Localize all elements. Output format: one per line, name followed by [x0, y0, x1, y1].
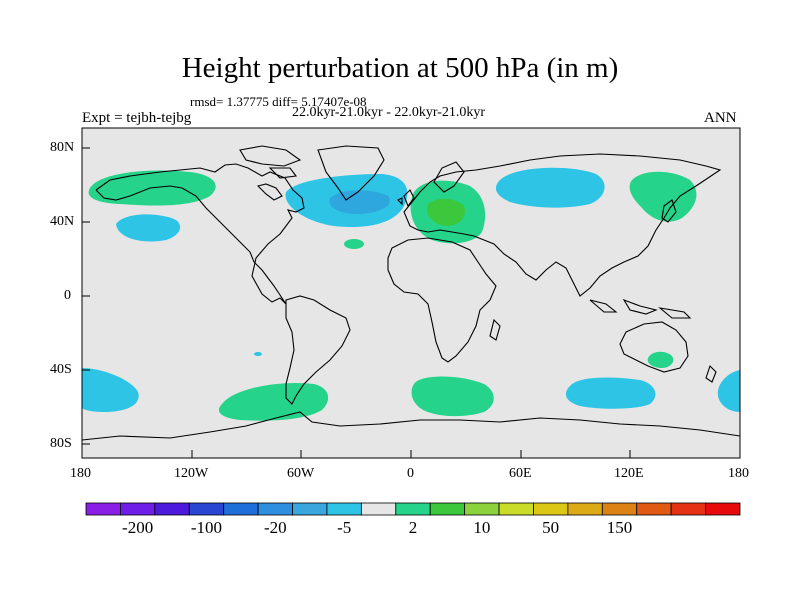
- anomaly-satl-green: [411, 376, 494, 417]
- coast-south-america: [285, 295, 351, 405]
- coast-eurasia: [403, 153, 722, 297]
- colorbar-swatch: [395, 502, 431, 516]
- anomaly-spac-blue: [82, 368, 139, 412]
- lon-label-180e: 180: [728, 466, 749, 481]
- anomaly-europe-core: [426, 198, 466, 226]
- anomaly-small-blue: [254, 352, 262, 356]
- colorbar-label: 150: [606, 518, 633, 537]
- lon-label-60E: 60E: [509, 466, 532, 481]
- coast-british-isles: [397, 189, 415, 208]
- lon-label-120E: 120E: [614, 466, 644, 481]
- colorbar-label: -5: [337, 518, 352, 537]
- coast-africa: [387, 237, 497, 363]
- coast-arctic-islands: [239, 145, 302, 179]
- lon-label-60W: 60W: [287, 466, 315, 481]
- anomaly-nwpac-green: [629, 171, 697, 222]
- colorbar-swatch: [120, 502, 156, 516]
- periods-label: 22.0kyr-21.0kyr - 22.0kyr-21.0kyr: [292, 105, 486, 120]
- season-label: ANN: [704, 110, 737, 126]
- coast-north-america: [95, 163, 305, 305]
- coast-scandinavia: [433, 161, 465, 193]
- stats-label: rmsd= 1.37775 diff= 5.17407e-08: [190, 94, 367, 109]
- colorbar-label: -20: [263, 518, 287, 537]
- colorbar-swatch: [292, 502, 328, 516]
- lon-label-180w: 180: [70, 466, 91, 481]
- lon-label-0: 0: [407, 466, 414, 481]
- colorbar-swatch: [601, 502, 638, 516]
- lat-label-0: 0: [64, 288, 71, 303]
- lat-label-80S: 80S: [50, 436, 72, 451]
- lat-label-40N: 40N: [50, 214, 75, 229]
- axis-ticks: [81, 147, 741, 458]
- anomaly-aus-green: [647, 351, 674, 368]
- colorbar-swatch: [705, 502, 741, 516]
- colorbar-swatch: [85, 502, 121, 516]
- colorbar-swatch: [464, 502, 500, 516]
- experiment-label: Expt = tejbh-tejbg: [82, 110, 192, 126]
- coast-antarctica: [82, 411, 740, 441]
- lat-label-80N: 80N: [50, 140, 75, 155]
- colorbar-swatch: [670, 502, 706, 516]
- coast-hudson: [256, 183, 283, 201]
- colorbar-swatch: [154, 502, 190, 516]
- lat-label-40S: 40S: [50, 362, 72, 377]
- colorbar-label: 10: [473, 518, 491, 537]
- colorbar-swatch: [257, 502, 293, 516]
- colorbar-swatch: [429, 502, 466, 516]
- coast-indonesia: [589, 298, 692, 319]
- anomaly-asia-blue: [495, 167, 605, 208]
- coast-australia: [619, 321, 689, 373]
- colorbar-label: 2: [408, 518, 418, 537]
- colorbar-swatch: [223, 502, 259, 516]
- anomaly-ssatl-green: [218, 382, 329, 421]
- colorbar-swatch: [188, 502, 225, 516]
- anomaly-spac-east-blue: [717, 370, 740, 412]
- colorbar-swatch: [360, 502, 397, 516]
- colorbar-label: -200: [122, 518, 154, 537]
- colorbar-swatch: [326, 502, 362, 516]
- coast-new-zealand: [705, 364, 717, 383]
- colorbar-label: -100: [190, 518, 223, 537]
- plot-title: Height perturbation at 500 hPa (in m): [181, 52, 619, 84]
- colorbar-swatch: [533, 502, 569, 516]
- anomaly-sind-blue: [565, 377, 656, 409]
- anomaly-npac-blue: [116, 214, 181, 242]
- lon-label-120W: 120W: [174, 466, 209, 481]
- coastlines: [82, 145, 740, 441]
- coast-madagascar: [489, 318, 501, 341]
- colorbar-swatch: [498, 502, 534, 516]
- coast-greenland: [317, 145, 385, 201]
- anomaly-small-green: [344, 239, 364, 249]
- colorbar: [85, 502, 741, 516]
- colorbar-swatch: [567, 502, 603, 516]
- coast-japan: [661, 199, 677, 223]
- colorbar-label: 50: [542, 518, 560, 537]
- anomaly-natl-core: [329, 190, 390, 215]
- colorbar-swatch: [636, 502, 672, 516]
